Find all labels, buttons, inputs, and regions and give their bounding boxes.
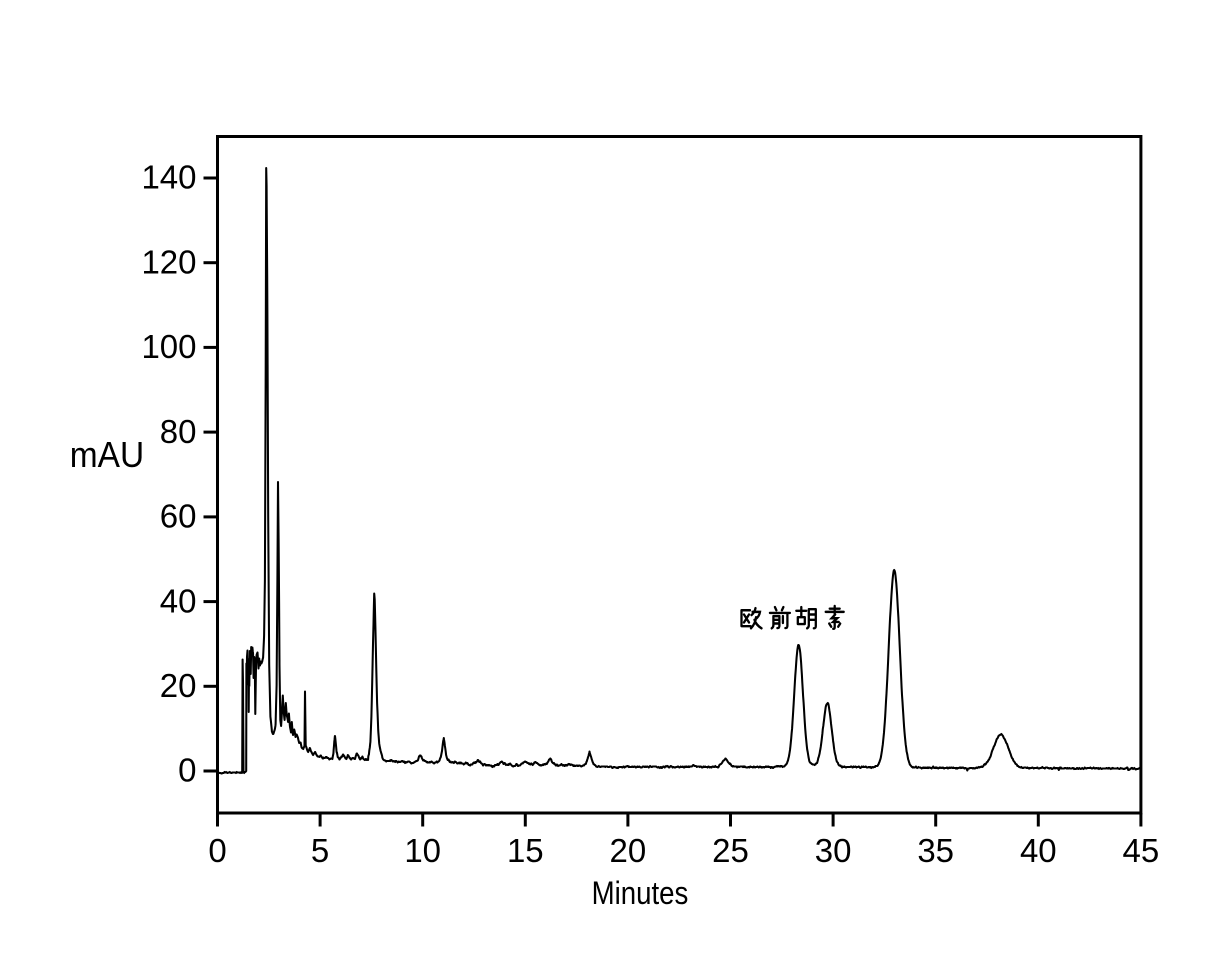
svg-text:5: 5 [311, 832, 329, 869]
svg-text:25: 25 [712, 832, 749, 869]
svg-text:35: 35 [917, 832, 954, 869]
svg-text:Minutes: Minutes [592, 876, 689, 912]
svg-text:20: 20 [160, 667, 197, 704]
svg-text:40: 40 [160, 582, 197, 619]
svg-text:20: 20 [610, 832, 647, 869]
svg-text:100: 100 [141, 328, 196, 365]
svg-text:0: 0 [208, 832, 226, 869]
svg-text:120: 120 [141, 243, 196, 280]
svg-text:60: 60 [160, 498, 197, 535]
svg-text:30: 30 [815, 832, 852, 869]
svg-text:15: 15 [507, 832, 544, 869]
svg-text:140: 140 [141, 159, 196, 196]
svg-text:mAU: mAU [70, 436, 144, 475]
svg-text:40: 40 [1020, 832, 1057, 869]
svg-text:0: 0 [178, 752, 196, 789]
svg-text:80: 80 [160, 413, 197, 450]
svg-text:10: 10 [404, 832, 441, 869]
svg-text:45: 45 [1123, 832, 1160, 869]
